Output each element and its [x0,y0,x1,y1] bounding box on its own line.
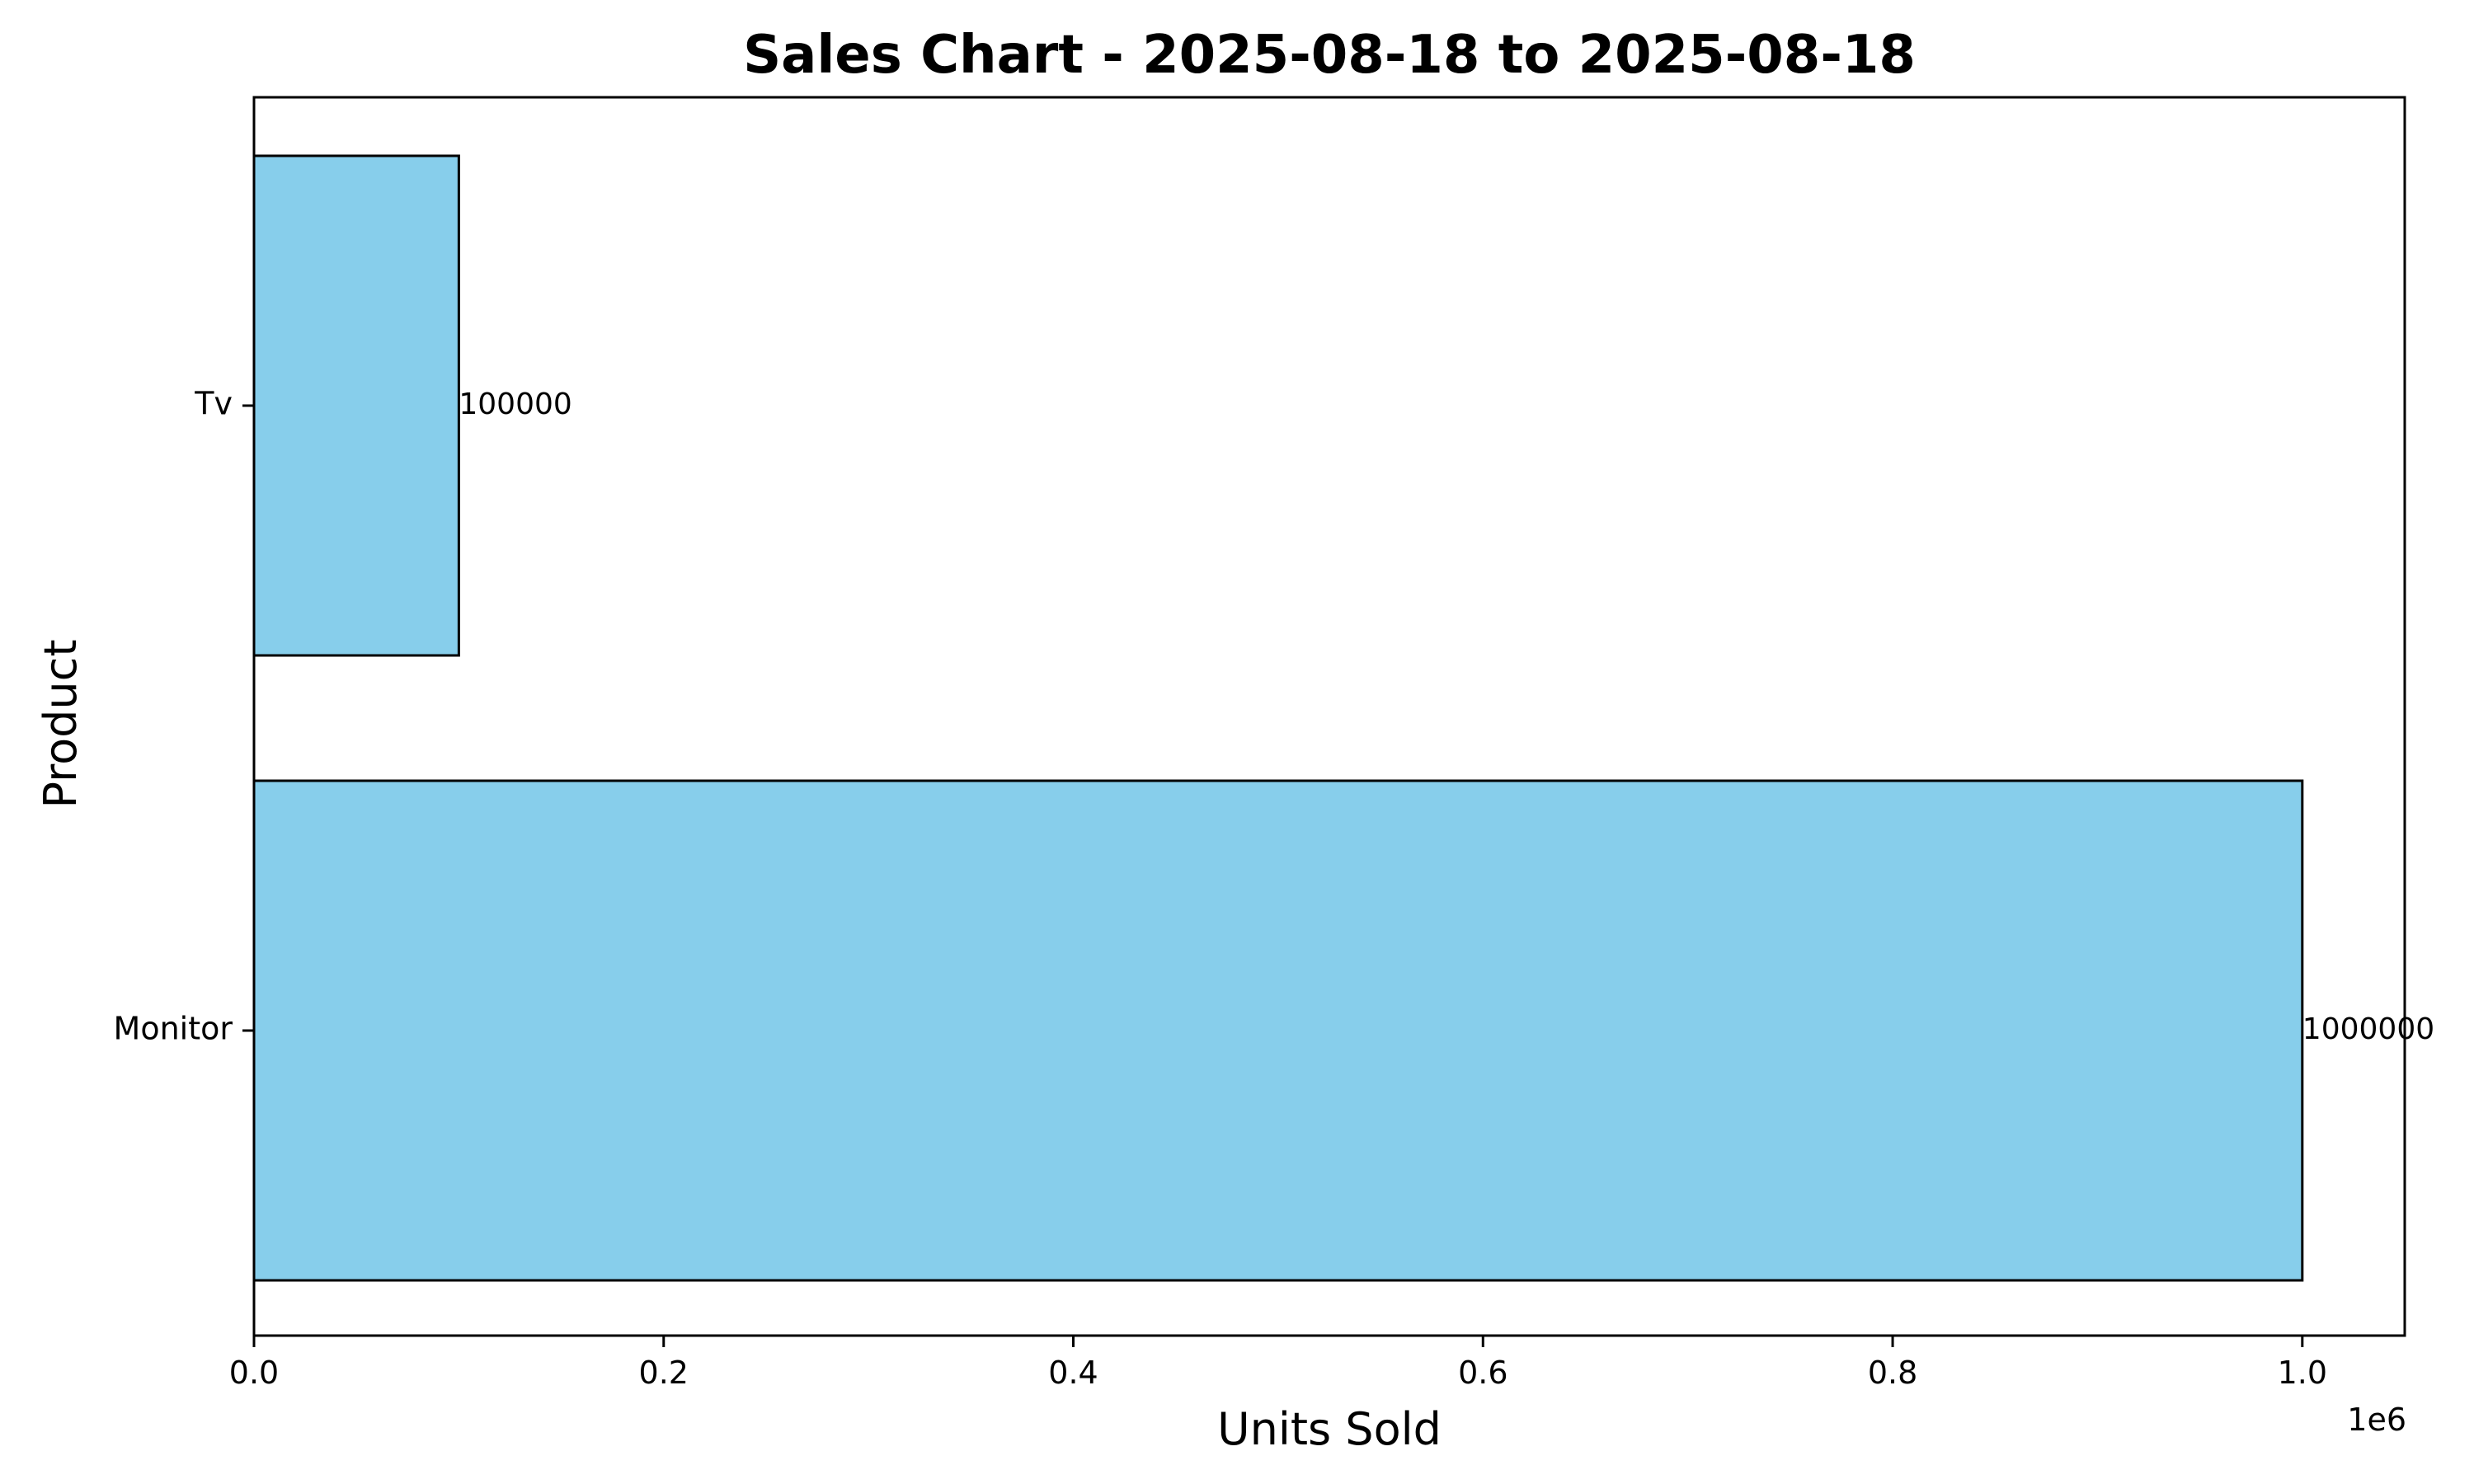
x-tick-label-5: 1.0 [2278,1355,2327,1391]
y-tick-label-monitor: Monitor [114,1011,233,1047]
y-tick-label-tv: Tv [194,386,233,422]
bars-layer: 1000000 100000 [252,154,2434,1282]
x-tick-label-3: 0.6 [1458,1355,1507,1391]
data-label-monitor: 1000000 [2302,1012,2434,1046]
x-tick-label-2: 0.4 [1048,1355,1098,1391]
x-axis-scale-label: 1e6 [2347,1402,2406,1438]
x-tick-label-1: 0.2 [639,1355,689,1391]
plot-frame [252,96,2406,1337]
x-axis-label: Units Sold [1217,1403,1442,1455]
ticks-layer: Monitor Tv 0.0 0.2 0.4 0.6 0.8 1.0 [114,386,2327,1392]
bar-monitor [252,779,2304,1282]
x-tick-label-4: 0.8 [1868,1355,1917,1391]
x-tick-label-0: 0.0 [229,1355,279,1391]
data-label-tv: 100000 [459,387,571,421]
y-axis-label: Product [35,639,87,808]
bar-tv [252,154,460,657]
chart-title: Sales Chart - 2025-08-18 to 2025-08-18 [743,25,1916,86]
